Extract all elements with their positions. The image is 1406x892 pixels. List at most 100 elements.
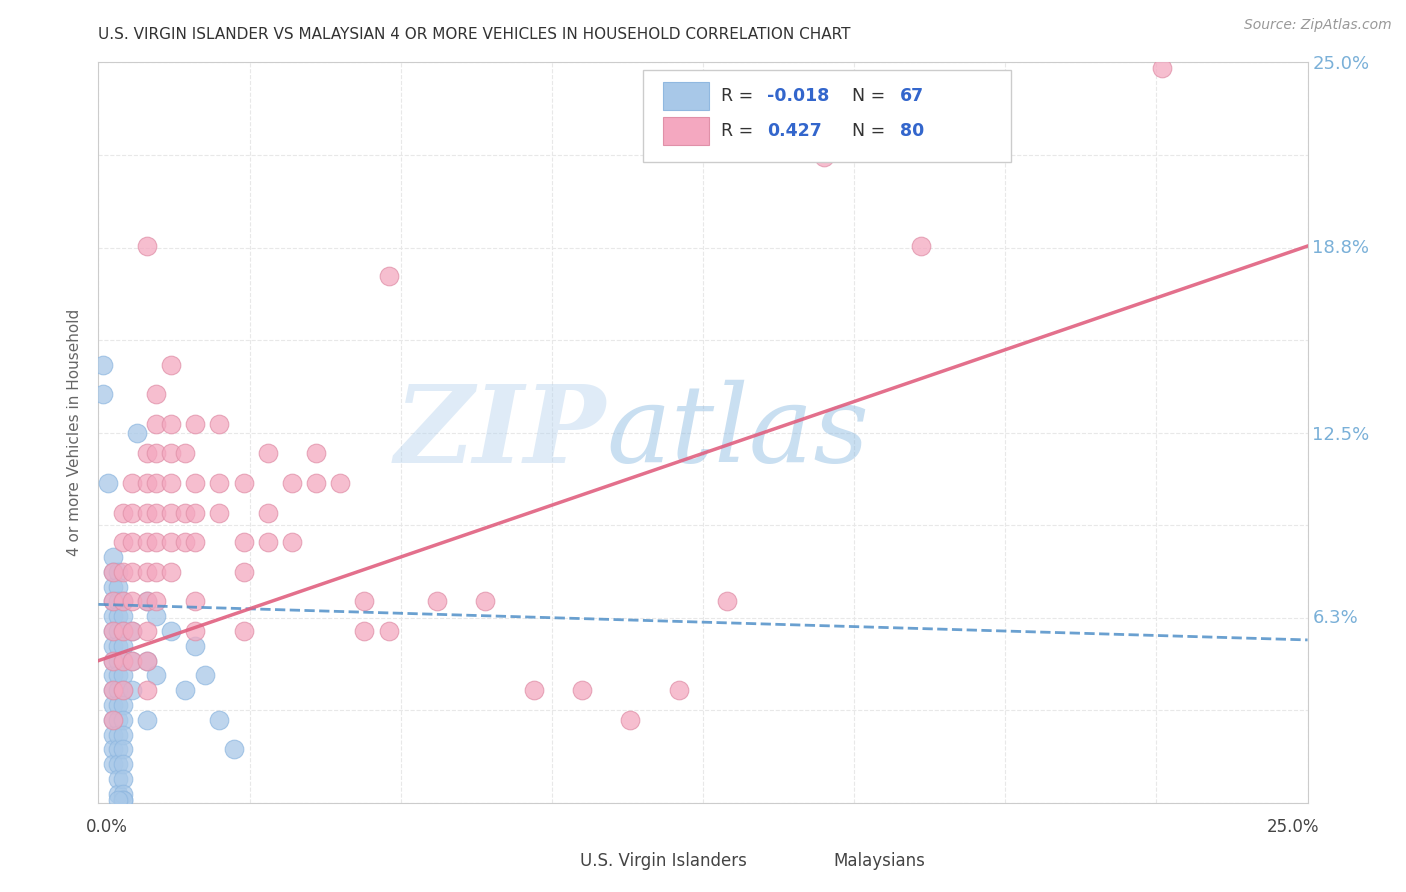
Point: [111, 624, 134, 638]
Point: [121, 624, 143, 638]
Point: [145, 506, 167, 520]
Point: [107, 594, 129, 608]
Point: [135, 594, 157, 608]
Point: [135, 624, 157, 638]
Point: [160, 417, 183, 431]
Text: 0.427: 0.427: [768, 122, 823, 140]
Point: [135, 475, 157, 490]
Point: [97, 475, 120, 490]
Text: U.S. VIRGIN ISLANDER VS MALAYSIAN 4 OR MORE VEHICLES IN HOUSEHOLD CORRELATION CH: U.S. VIRGIN ISLANDER VS MALAYSIAN 4 OR M…: [98, 27, 851, 42]
Point: [619, 713, 641, 727]
Point: [474, 594, 496, 608]
Text: R =: R =: [721, 87, 759, 104]
Point: [160, 624, 183, 638]
Point: [101, 654, 124, 668]
Point: [160, 535, 183, 549]
Text: R =: R =: [721, 122, 759, 140]
Point: [160, 475, 183, 490]
Point: [107, 742, 129, 756]
Point: [111, 668, 134, 682]
Point: [107, 639, 129, 653]
Point: [208, 713, 231, 727]
Point: [107, 793, 129, 807]
Point: [121, 624, 143, 638]
Point: [107, 713, 129, 727]
Point: [174, 535, 197, 549]
Text: -0.018: -0.018: [768, 87, 830, 104]
Point: [111, 698, 134, 712]
Point: [232, 565, 254, 579]
Point: [160, 358, 183, 372]
Point: [101, 624, 124, 638]
Point: [111, 565, 134, 579]
Point: [353, 624, 375, 638]
Point: [160, 506, 183, 520]
Point: [101, 594, 124, 608]
Point: [281, 535, 304, 549]
Point: [101, 624, 124, 638]
Point: [184, 639, 207, 653]
Point: [174, 506, 197, 520]
Point: [184, 624, 207, 638]
Point: [145, 594, 167, 608]
Point: [174, 683, 197, 698]
Point: [101, 549, 124, 564]
Point: [101, 713, 124, 727]
Point: [101, 668, 124, 682]
Point: [101, 683, 124, 698]
Point: [135, 565, 157, 579]
Point: [101, 683, 124, 698]
Point: [208, 506, 231, 520]
Point: [101, 654, 124, 668]
Point: [426, 594, 449, 608]
Text: ZIP: ZIP: [395, 380, 606, 485]
Point: [101, 713, 124, 727]
Point: [184, 506, 207, 520]
Point: [111, 594, 134, 608]
Text: 0.0%: 0.0%: [86, 818, 128, 836]
Point: [194, 668, 217, 682]
Point: [174, 446, 197, 460]
Point: [107, 728, 129, 742]
Point: [101, 728, 124, 742]
Text: atlas: atlas: [606, 380, 869, 485]
Point: [121, 535, 143, 549]
Point: [145, 535, 167, 549]
Point: [111, 772, 134, 786]
Point: [107, 787, 129, 801]
Point: [910, 239, 932, 253]
Point: [305, 475, 328, 490]
Point: [184, 475, 207, 490]
Point: [256, 535, 278, 549]
Point: [111, 728, 134, 742]
Point: [101, 742, 124, 756]
Point: [353, 594, 375, 608]
Point: [107, 683, 129, 698]
Text: N =: N =: [852, 87, 890, 104]
Point: [107, 757, 129, 772]
Point: [135, 446, 157, 460]
Point: [208, 475, 231, 490]
Point: [184, 417, 207, 431]
Text: Malaysians: Malaysians: [834, 852, 925, 870]
Point: [111, 535, 134, 549]
Point: [101, 565, 124, 579]
Point: [111, 793, 134, 807]
Point: [256, 506, 278, 520]
Point: [145, 565, 167, 579]
Point: [111, 624, 134, 638]
Point: [107, 698, 129, 712]
Point: [523, 683, 546, 698]
Point: [111, 594, 134, 608]
Point: [208, 417, 231, 431]
Point: [107, 580, 129, 594]
Point: [135, 506, 157, 520]
Point: [127, 425, 149, 440]
Point: [111, 506, 134, 520]
Point: [111, 787, 134, 801]
Point: [91, 387, 114, 401]
Point: [145, 668, 167, 682]
Point: [107, 624, 129, 638]
Point: [1152, 62, 1174, 76]
Point: [135, 713, 157, 727]
